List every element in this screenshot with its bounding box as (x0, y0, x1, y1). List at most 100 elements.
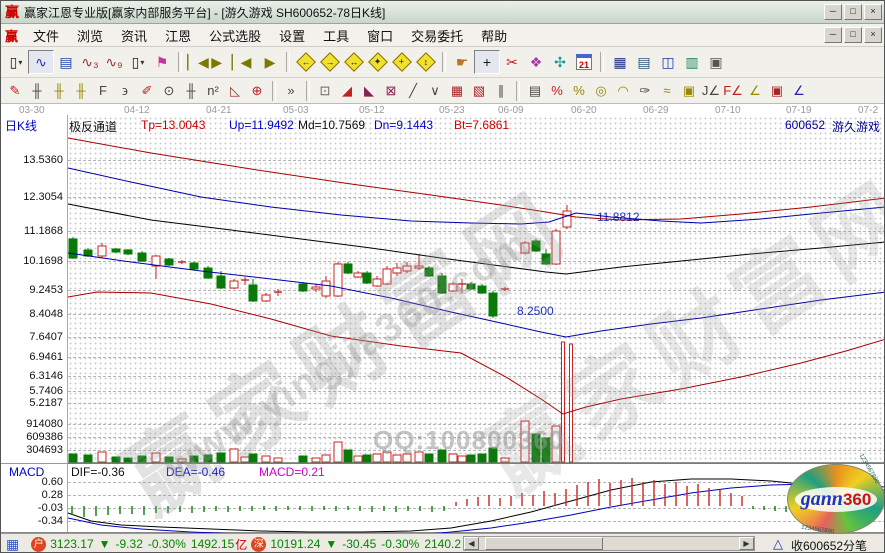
angle-f-tool[interactable]: F∠ (722, 81, 744, 101)
wave-band-tool[interactable]: ≈ (656, 81, 678, 101)
scroll-right-button[interactable]: ▶ (739, 537, 754, 550)
menu-item-4[interactable]: 公式选股 (209, 28, 262, 44)
child-minimize-button[interactable]: ─ (824, 27, 842, 43)
pen-tool[interactable]: ✎ (4, 81, 26, 101)
n-square-tool[interactable]: n² (202, 81, 224, 101)
candle-body-up (97, 245, 107, 257)
rect-window-tool[interactable]: ⊡ (314, 81, 336, 101)
kline-chart-area[interactable]: 日K线 03-30 04-12 04-21 05-03 05-12 05-23 06-09 0… (1, 104, 884, 533)
menu-item-2[interactable]: 资讯 (121, 28, 148, 44)
menu-item-0[interactable]: 文件 (33, 28, 60, 44)
red-box-tool[interactable]: ▣ (766, 81, 788, 101)
hand-tool[interactable]: ☛ (450, 51, 474, 73)
gann-fan-tool[interactable]: ◢ (336, 81, 358, 101)
compress-horizontal-button[interactable]: ✦ (366, 51, 390, 73)
price-grid-tool[interactable]: ▦ (446, 81, 468, 101)
zigzag-overlay-tool[interactable]: ∿ (28, 50, 54, 74)
calendar-21-button[interactable]: 21 (572, 51, 596, 73)
calculator-button[interactable]: ▦ (608, 51, 632, 73)
expand-horizontal-button[interactable]: ↔ (342, 51, 366, 73)
gridline (68, 482, 884, 483)
md-line (67, 203, 884, 275)
compass-tool[interactable]: ⊕ (246, 81, 268, 101)
crosshair-tool[interactable]: + (474, 50, 500, 74)
horizontal-scrollbar[interactable]: ◀ ▶ (463, 536, 755, 551)
shanghai-market-icon[interactable]: 户 (31, 536, 47, 552)
date-tick: 03-30 (19, 105, 45, 116)
percent-gold-tool[interactable]: % (568, 81, 590, 101)
scale-ruler-tool[interactable]: ╫ (180, 81, 202, 101)
shenzhen-market-icon[interactable]: 深 (251, 536, 267, 552)
close-button[interactable]: × (864, 4, 882, 20)
print-button[interactable]: ▣ (704, 51, 728, 73)
maximize-button[interactable]: □ (844, 4, 862, 20)
pan-right-button[interactable]: → (318, 51, 342, 73)
gann-fan-box-tool[interactable]: ⊠ (380, 81, 402, 101)
last-bar-button[interactable]: ▶▕ (210, 51, 234, 73)
gann-gold-ruler-2[interactable]: ╫ (70, 81, 92, 101)
first-bar-button[interactable]: ▏◀ (186, 51, 210, 73)
candle-type-dropdown[interactable]: ▯ ▾ (126, 51, 150, 73)
candle-body-down (477, 285, 487, 294)
menu-item-5[interactable]: 设置 (279, 28, 306, 44)
menu-item-9[interactable]: 帮助 (481, 28, 508, 44)
grid-view-icon[interactable]: ▦ (6, 535, 20, 552)
kline-style-dropdown[interactable]: ▯ ▾ (4, 51, 28, 73)
menu-item-1[interactable]: 浏览 (77, 28, 104, 44)
prev-bar-button[interactable]: ◀ (234, 51, 258, 73)
wave-9-tool[interactable]: ∿₉ (102, 51, 126, 73)
minimize-button[interactable]: ─ (824, 4, 842, 20)
gann-arc-ruler[interactable]: ϶ (114, 81, 136, 101)
gann-flag-tool[interactable]: ⚑ (150, 51, 174, 73)
parallel-lines-tool[interactable]: ∥ (490, 81, 512, 101)
angle-four-tool[interactable]: ∠ (788, 81, 810, 101)
info-panel[interactable]: ▤ (54, 51, 78, 73)
child-close-button[interactable]: × (864, 27, 882, 43)
tick-data-icon[interactable]: △ (773, 536, 783, 551)
zigzag-v-tool[interactable]: ∨ (424, 81, 446, 101)
menu-item-6[interactable]: 工具 (323, 28, 350, 44)
golden-arc-tool[interactable]: ◠ (612, 81, 634, 101)
center-view-button[interactable]: + (390, 51, 414, 73)
trend-line-tool[interactable]: ╱ (402, 81, 424, 101)
gann360-logo: gann360 1234567890 1234567890 (787, 453, 884, 535)
angle-gold-tool[interactable]: ∠ (744, 81, 766, 101)
time-cycle-tool[interactable]: ⊙ (158, 81, 180, 101)
indicator-value: Md=10.7569 (298, 118, 366, 132)
child-restore-button[interactable]: □ (844, 27, 862, 43)
golden-circle-tool[interactable]: ◎ (590, 81, 612, 101)
scrollbar-thumb[interactable] (485, 537, 603, 550)
volume-bar-down (531, 433, 541, 463)
candle-note-tool[interactable]: ✑ (634, 81, 656, 101)
marker-pen-tool[interactable]: ✐ (136, 81, 158, 101)
gann-ruler-tool[interactable]: ╫ (26, 81, 48, 101)
report-button[interactable]: ▤ (632, 51, 656, 73)
overflow-chevron[interactable]: » (280, 81, 302, 101)
gann-fan-filled-tool[interactable]: ◣ (358, 81, 380, 101)
grid-arrow-tool[interactable]: ▧ (468, 81, 490, 101)
price-list-tool[interactable]: ▤ (524, 81, 546, 101)
cut-tool-icon: ✂ (506, 53, 518, 70)
angle-ruler-tool[interactable]: ◺ (224, 81, 246, 101)
magic-tool[interactable]: ❖ (524, 51, 548, 73)
save-button[interactable]: ◫ (656, 51, 680, 73)
expand-vertical-button[interactable]: ↕ (414, 51, 438, 73)
volume-bar-up (177, 458, 187, 463)
export-image-button[interactable]: ▥ (680, 51, 704, 73)
percent-line-tool[interactable]: % (546, 81, 568, 101)
scroll-left-button[interactable]: ◀ (464, 537, 479, 550)
golden-box-tool[interactable]: ▣ (678, 81, 700, 101)
menu-item-7[interactable]: 窗口 (367, 28, 394, 44)
volume-bar-up (402, 453, 412, 463)
gann-f-ruler[interactable]: F (92, 81, 114, 101)
pan-left-button[interactable]: ← (294, 51, 318, 73)
menu-item-8[interactable]: 交易委托 (411, 28, 464, 44)
gann-gold-ruler-1[interactable]: ╫ (48, 81, 70, 101)
next-bar-button[interactable]: ▶ (258, 51, 282, 73)
candle-body-up (382, 268, 392, 285)
cut-tool[interactable]: ✂ (500, 51, 524, 73)
pattern-tool[interactable]: ✣ (548, 51, 572, 73)
angle-j-tool[interactable]: J∠ (700, 81, 722, 101)
menu-item-3[interactable]: 江恩 (165, 28, 192, 44)
wave-3-tool[interactable]: ∿₃ (78, 51, 102, 73)
